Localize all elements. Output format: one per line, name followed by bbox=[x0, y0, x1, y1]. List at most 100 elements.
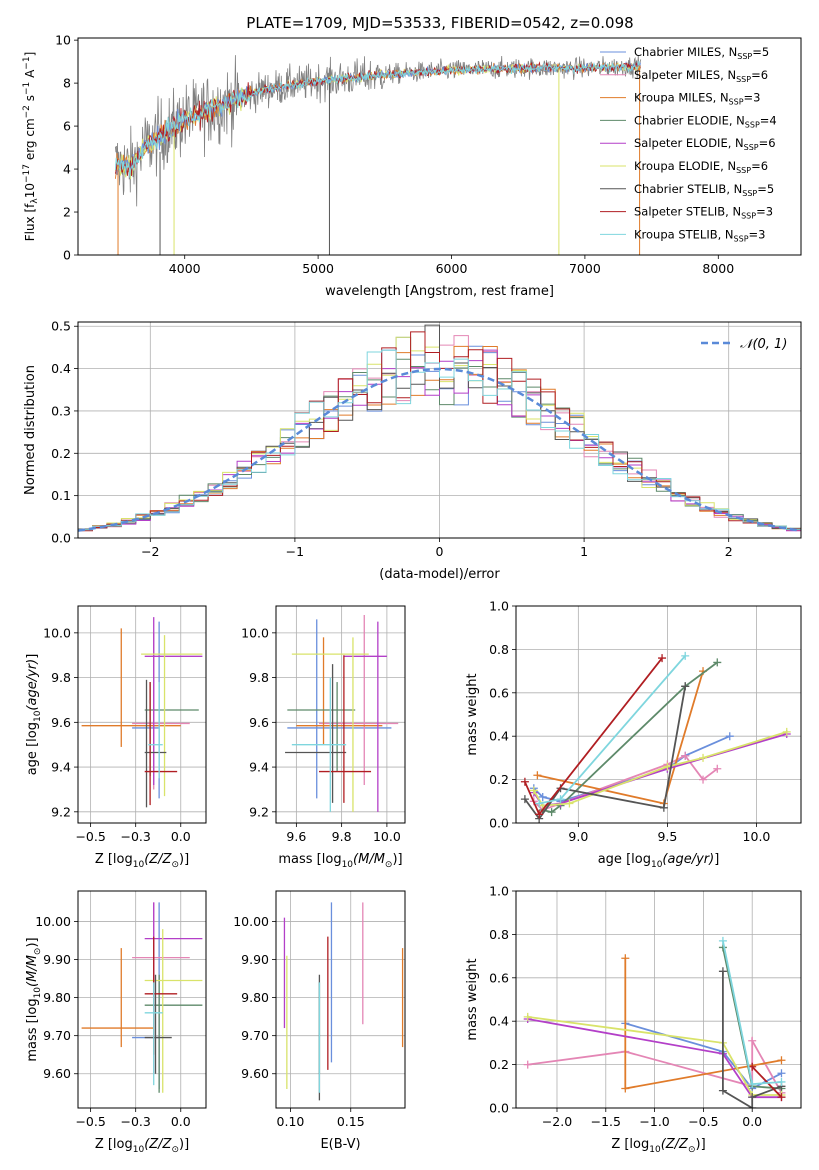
y-tick-label: 10.0 bbox=[241, 625, 269, 640]
legend-label-main: Chabrier ELODIE, N bbox=[634, 113, 745, 127]
label-part: ] bbox=[714, 852, 719, 867]
y-tick-label: 10 bbox=[55, 33, 71, 48]
x-axis-label: Z [log10(Z/Z⊙)] bbox=[95, 852, 189, 870]
residuals-panel: −2 −1 0 1 2 0.0 0.1 0.2 0.3 0.4 0.5 (data-model)/er… bbox=[23, 319, 802, 582]
label-part: (Z/Z bbox=[144, 852, 172, 867]
legend-label-sub: SSP bbox=[736, 75, 751, 84]
weight-point bbox=[713, 658, 722, 667]
axes-frame bbox=[275, 890, 406, 1109]
label-part: (M/M bbox=[353, 852, 385, 867]
y-tick-label: 9.8 bbox=[249, 670, 269, 685]
weight-point bbox=[718, 967, 727, 976]
x-tick-label: 7000 bbox=[569, 261, 601, 276]
label-part: (M/M bbox=[25, 955, 40, 987]
weight-point bbox=[748, 1036, 757, 1045]
legend-label-sub: SSP bbox=[729, 98, 744, 107]
figure-title: PLATE=1709, MJD=53533, FIBERID=0542, z=0… bbox=[246, 14, 633, 32]
subscript: ⊙ bbox=[385, 860, 393, 870]
weight-point bbox=[659, 803, 668, 812]
age-vs-metallicity-panel: −0.5 −0.3 0.0 9.2 9.4 9.6 9.8 10.0 Z [log10(Z/Z⊙… bbox=[25, 605, 207, 870]
plot-area bbox=[523, 936, 786, 1108]
legend-label-sub: SSP bbox=[734, 234, 749, 243]
x-tick-label: 9.0 bbox=[568, 829, 588, 844]
weight-point bbox=[565, 799, 574, 808]
weight-point bbox=[699, 753, 708, 762]
x-tick-label: −1.0 bbox=[639, 1114, 669, 1129]
weight-point bbox=[718, 1086, 727, 1095]
label-part: )] bbox=[392, 852, 402, 867]
weight-point bbox=[748, 1093, 757, 1102]
label-part: ] bbox=[25, 654, 40, 659]
axes-frame bbox=[515, 890, 802, 1109]
y-tick-label: 9.90 bbox=[241, 952, 269, 967]
plot-area bbox=[78, 324, 801, 538]
legend-label-main: Salpeter MILES, N bbox=[634, 68, 736, 82]
plot-area bbox=[285, 614, 399, 812]
legend-label: Chabrier MILES, NSSP=5 bbox=[634, 45, 769, 61]
x-tick-label: −2.0 bbox=[542, 1114, 572, 1129]
x-tick-label: 0.15 bbox=[337, 1114, 365, 1129]
y-tick-label: 0.4 bbox=[51, 361, 71, 376]
x-tick-label: 5000 bbox=[302, 261, 334, 276]
label-part: s bbox=[23, 95, 37, 105]
weight-point bbox=[782, 727, 791, 736]
subscript: 10 bbox=[33, 987, 43, 999]
x-tick-label: 1 bbox=[580, 544, 588, 559]
label-part: A bbox=[23, 69, 37, 82]
x-axis-label: wavelength [Angstrom, rest frame] bbox=[325, 284, 554, 299]
x-axis-label: (data-model)/error bbox=[379, 567, 500, 582]
legend-label: 𝒩(0, 1) bbox=[740, 337, 787, 352]
y-tick-label: 0 bbox=[63, 248, 71, 263]
legend-label: Kroupa STELIB, NSSP=3 bbox=[634, 227, 765, 243]
subscript: ⊙ bbox=[171, 1145, 179, 1155]
x-axis-label: Z [log10(Z/Z⊙)] bbox=[95, 1137, 189, 1155]
weight-line-salpeter-elodie bbox=[527, 1018, 782, 1099]
weight-line-kroupa-elodie bbox=[527, 1016, 782, 1096]
y-tick-label: 8 bbox=[63, 76, 71, 91]
x-tick-label: 4000 bbox=[169, 261, 201, 276]
label-part: erg cm bbox=[23, 118, 37, 164]
weight-point bbox=[681, 651, 690, 660]
legend-label-tail: =4 bbox=[760, 113, 777, 127]
y-tick-label: 9.4 bbox=[249, 760, 269, 775]
label-part: (Z/Z bbox=[661, 1137, 689, 1152]
y-tick-label: 0.6 bbox=[489, 685, 509, 700]
legend-label-sub: SSP bbox=[737, 52, 752, 61]
y-tick-label: 9.70 bbox=[241, 1028, 269, 1043]
legend-label: Chabrier ELODIE, NSSP=4 bbox=[634, 113, 777, 129]
plot-area bbox=[81, 617, 203, 808]
y-tick-label: 9.60 bbox=[43, 1066, 71, 1081]
age-vs-mass-panel: 9.6 9.8 10.0 9.2 9.4 9.6 9.8 10.0 mass [log10(M/… bbox=[241, 605, 406, 870]
x-tick-label: −1.5 bbox=[591, 1114, 621, 1129]
label-part: )] bbox=[696, 1137, 706, 1152]
y-tick-label: 0.2 bbox=[489, 772, 509, 787]
weight-point bbox=[621, 954, 630, 963]
model-spectrum-kroupa-stelib bbox=[114, 61, 641, 178]
subscript: 10 bbox=[342, 860, 354, 870]
legend-label-tail: =6 bbox=[751, 159, 768, 173]
x-tick-label: −0.5 bbox=[688, 1114, 718, 1129]
x-tick-label: 9.5 bbox=[657, 829, 677, 844]
weight-point bbox=[681, 751, 690, 760]
weight-point bbox=[658, 654, 667, 663]
weight-point bbox=[538, 792, 547, 801]
subscript: ⊙ bbox=[688, 1145, 696, 1155]
y-tick-label: 9.60 bbox=[241, 1066, 269, 1081]
x-tick-label: 10.0 bbox=[743, 829, 771, 844]
y-tick-label: 2 bbox=[63, 205, 71, 220]
y-tick-label: 9.8 bbox=[51, 670, 71, 685]
weight-point bbox=[748, 1080, 757, 1089]
y-axis-label: mass weight bbox=[465, 958, 480, 1040]
weight-point bbox=[718, 936, 727, 945]
mass-vs-metallicity-panel: −0.5 −0.3 0.0 9.60 9.70 9.80 9.90 10.00 Z [log10… bbox=[25, 890, 207, 1155]
legend-label-main: Kroupa ELODIE, N bbox=[634, 159, 736, 173]
weight-line-salpeter-stelib bbox=[751, 1066, 783, 1098]
superscript: −1 bbox=[22, 82, 32, 95]
subscript: ⊙ bbox=[171, 860, 179, 870]
axes-frame bbox=[77, 890, 207, 1109]
legend-label-sub: SSP bbox=[741, 212, 756, 221]
weight-point bbox=[523, 1060, 532, 1069]
subscript: 10 bbox=[651, 860, 663, 870]
y-tick-label: 0.2 bbox=[51, 446, 71, 461]
